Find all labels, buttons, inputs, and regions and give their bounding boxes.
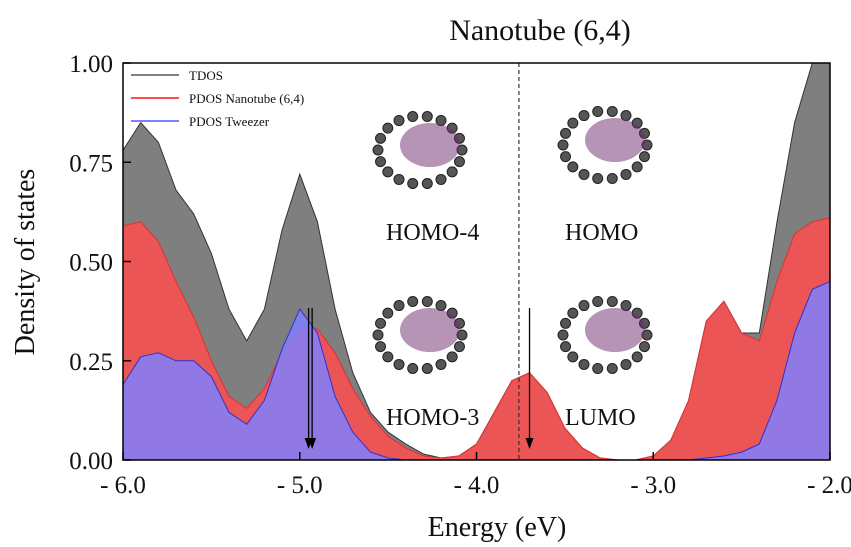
atom — [579, 111, 589, 121]
atom — [593, 107, 603, 117]
atom — [376, 342, 386, 352]
atom — [579, 359, 589, 369]
atom — [639, 342, 649, 352]
atom — [579, 301, 589, 311]
orbital — [585, 308, 645, 352]
atom — [621, 359, 631, 369]
y-axis-label: Density of states — [10, 169, 41, 356]
atom — [558, 330, 568, 340]
atom — [447, 352, 457, 362]
atom — [632, 162, 642, 172]
orbital — [400, 308, 460, 352]
top-mask — [121, 50, 832, 63]
y-tick-label: 1.00 — [69, 51, 113, 78]
atom — [593, 363, 603, 373]
x-tick-label: - 6.0 — [100, 472, 146, 499]
atom — [408, 112, 418, 122]
atom — [454, 157, 464, 167]
atom — [394, 116, 404, 126]
atom — [383, 123, 393, 133]
atom — [607, 107, 617, 117]
atom — [422, 363, 432, 373]
atom — [422, 178, 432, 188]
atom — [561, 152, 571, 162]
chart-title: Nanotube (6,4) — [449, 14, 631, 47]
atom — [558, 140, 568, 150]
atom — [561, 342, 571, 352]
atom — [568, 352, 578, 362]
chart: Nanotube (6,4) Energy (eV) Density of st… — [0, 0, 851, 542]
atom — [561, 318, 571, 328]
atom — [394, 359, 404, 369]
orbital — [585, 118, 645, 162]
atom — [408, 297, 418, 307]
atom — [568, 308, 578, 318]
x-tick-label: - 4.0 — [454, 472, 500, 499]
orbital — [400, 123, 460, 167]
atom — [639, 152, 649, 162]
atom — [568, 162, 578, 172]
atom — [607, 297, 617, 307]
atom — [394, 174, 404, 184]
annotation: HOMO-4 — [386, 220, 479, 246]
atom — [607, 363, 617, 373]
annotation: LUMO — [565, 405, 636, 431]
y-tick-label: 0.50 — [69, 250, 113, 277]
atom — [593, 173, 603, 183]
atom — [422, 297, 432, 307]
atom — [593, 297, 603, 307]
atom — [373, 330, 383, 340]
y-tick-label: 0.25 — [69, 349, 113, 376]
x-tick-label: - 5.0 — [277, 472, 323, 499]
atom — [447, 167, 457, 177]
legend-label: PDOS Tweezer — [189, 114, 270, 129]
atom — [632, 352, 642, 362]
atom — [422, 112, 432, 122]
atom — [436, 359, 446, 369]
atom — [383, 167, 393, 177]
atom — [568, 118, 578, 128]
atom — [376, 133, 386, 143]
atom — [383, 352, 393, 362]
atom — [408, 363, 418, 373]
legend-label: TDOS — [189, 68, 223, 83]
atom — [373, 145, 383, 155]
atom — [436, 174, 446, 184]
atom — [454, 342, 464, 352]
x-tick-label: - 3.0 — [630, 472, 676, 499]
atom — [376, 318, 386, 328]
y-tick-label: 0.00 — [69, 448, 113, 475]
atom — [408, 178, 418, 188]
x-tick-label: - 2.0 — [807, 472, 851, 499]
atom — [579, 169, 589, 179]
atom — [383, 308, 393, 318]
atom — [376, 157, 386, 167]
atom — [394, 301, 404, 311]
annotation: HOMO — [565, 220, 638, 246]
y-tick-label: 0.75 — [69, 150, 113, 177]
atom — [607, 173, 617, 183]
atom — [621, 169, 631, 179]
atom — [561, 128, 571, 138]
annotation: HOMO-3 — [386, 405, 479, 431]
x-axis-label: Energy (eV) — [428, 512, 567, 542]
legend-label: PDOS Nanotube (6,4) — [189, 91, 304, 106]
